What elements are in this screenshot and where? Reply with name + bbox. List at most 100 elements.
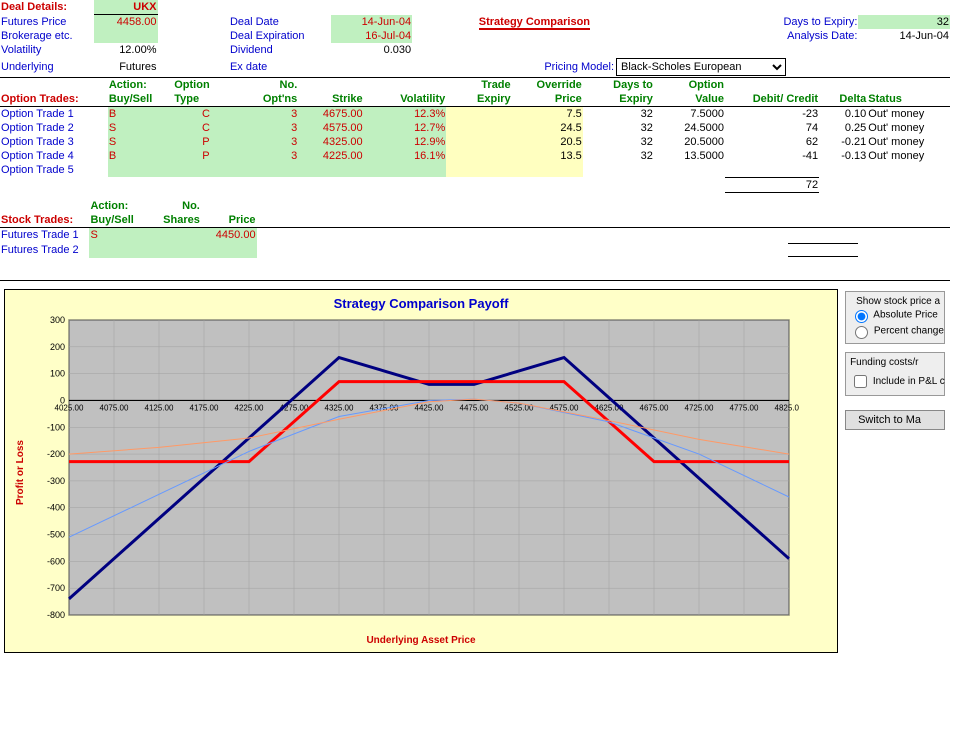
cell: 32 [583,107,654,122]
cell: 0.25 [819,121,867,135]
cell[interactable]: 7.5 [512,107,583,122]
option-trade-row: Option Trade 5 [0,163,950,177]
opt-h-type: Option [173,78,238,92]
underlying-label: Underlying [0,57,94,78]
cell[interactable]: 3 [239,107,299,122]
cell[interactable] [446,149,511,163]
cell[interactable] [446,135,511,149]
absolute-price-radio[interactable] [855,310,868,323]
cell[interactable]: 20.5 [512,135,583,149]
cell [583,163,654,177]
percent-change-radio[interactable] [855,326,868,339]
cell: 32 [583,135,654,149]
opt-h-status: Status [867,92,950,107]
cell[interactable] [364,163,447,177]
dividend-value: 0.030 [331,43,413,57]
cell: Option Trade 5 [0,163,108,177]
svg-text:-100: -100 [47,422,65,432]
cell[interactable]: 13.5 [512,149,583,163]
volatility-label: Volatility [0,43,94,57]
cell[interactable]: 4450.00 [201,227,257,242]
cell[interactable] [201,242,257,258]
svg-text:100: 100 [50,368,65,378]
cell[interactable] [446,107,511,122]
svg-text:-600: -600 [47,556,65,566]
stock-trade-row: Futures Trade 1S4450.00 [0,227,950,242]
cell[interactable]: 12.3% [364,107,447,122]
opt-h-val2: Value [654,92,725,107]
cell[interactable]: C [173,107,238,122]
deal-date-value[interactable]: 14-Jun-04 [331,15,413,30]
cell[interactable] [145,242,200,258]
cell[interactable]: B [108,149,173,163]
option-trade-row: Option Trade 4BP34225.0016.1%13.53213.50… [0,149,950,163]
volatility-value: 12.00% [94,43,158,57]
cell[interactable]: S [108,121,173,135]
cell[interactable]: 3 [239,121,299,135]
option-trades-label: Option Trades: [0,92,108,107]
cell[interactable] [239,163,299,177]
cell: -0.21 [819,135,867,149]
svg-text:-400: -400 [47,502,65,512]
opt-h-action: Action: [108,78,173,92]
svg-text:4775.00: 4775.00 [730,403,759,412]
cell: 13.5000 [654,149,725,163]
cell: Out' money [867,121,950,135]
strategy-header: Strategy Comparison [479,16,590,30]
cell[interactable]: 12.9% [364,135,447,149]
cell[interactable]: 4225.00 [298,149,363,163]
cell[interactable]: S [89,227,145,242]
cell: 32 [583,121,654,135]
switch-button[interactable]: Switch to Ma [845,410,945,430]
include-pl-checkbox[interactable] [854,375,867,388]
cell[interactable]: 24.5 [512,121,583,135]
cell[interactable] [108,163,173,177]
cell[interactable]: 3 [239,149,299,163]
cell[interactable]: 4325.00 [298,135,363,149]
cell [257,227,950,242]
days-expiry-value[interactable]: 32 [858,15,950,30]
stk-h-price: Price [201,213,257,228]
deal-exp-value[interactable]: 16-Jul-04 [331,29,413,43]
option-trade-row: Option Trade 1BC34675.0012.3%7.5327.5000… [0,107,950,122]
cell[interactable]: 16.1% [364,149,447,163]
cell: Option Trade 1 [0,107,108,122]
futures-price-label: Futures Price [0,15,94,30]
cell[interactable]: 3 [239,135,299,149]
cell[interactable]: P [173,135,238,149]
cell[interactable]: C [173,121,238,135]
cell[interactable]: S [108,135,173,149]
opt-h-ovr: Override [512,78,583,92]
svg-text:4175.00: 4175.00 [190,403,219,412]
cell[interactable] [89,242,145,258]
svg-text:-300: -300 [47,475,65,485]
opt-h-buysell: Buy/Sell [108,92,173,107]
opt-h-dc: Debit/ Credit [725,92,819,107]
cell[interactable]: P [173,149,238,163]
cell[interactable]: 12.7% [364,121,447,135]
analysis-date-label: Analysis Date: [737,29,859,43]
cell[interactable] [446,163,511,177]
futures-price-value[interactable]: 4458.00 [94,15,158,30]
cell[interactable] [145,227,200,242]
cell[interactable]: 4675.00 [298,107,363,122]
cell[interactable] [512,163,583,177]
cell[interactable]: 4575.00 [298,121,363,135]
deal-details-label: Deal Details: [0,0,94,15]
opt-h-type2: Type [173,92,238,107]
cell: Futures Trade 2 [0,242,89,258]
absolute-price-label: Absolute Price [873,309,937,320]
funding-label: Funding costs/r [850,357,940,368]
stock-trade-row: Futures Trade 2 [0,242,950,258]
cell[interactable]: B [108,107,173,122]
cell[interactable] [446,121,511,135]
cell[interactable] [173,163,238,177]
deal-date-label: Deal Date [229,15,331,30]
opt-h-ovr2: Price [512,92,583,107]
svg-text:-500: -500 [47,529,65,539]
include-pl-label: Include in P&L cal [873,376,945,387]
cell[interactable] [298,163,363,177]
underlying-value: Futures [94,57,158,78]
pricing-model-select[interactable]: Black-Scholes European [616,58,786,76]
stk-h-buysell: Buy/Sell [89,213,145,228]
